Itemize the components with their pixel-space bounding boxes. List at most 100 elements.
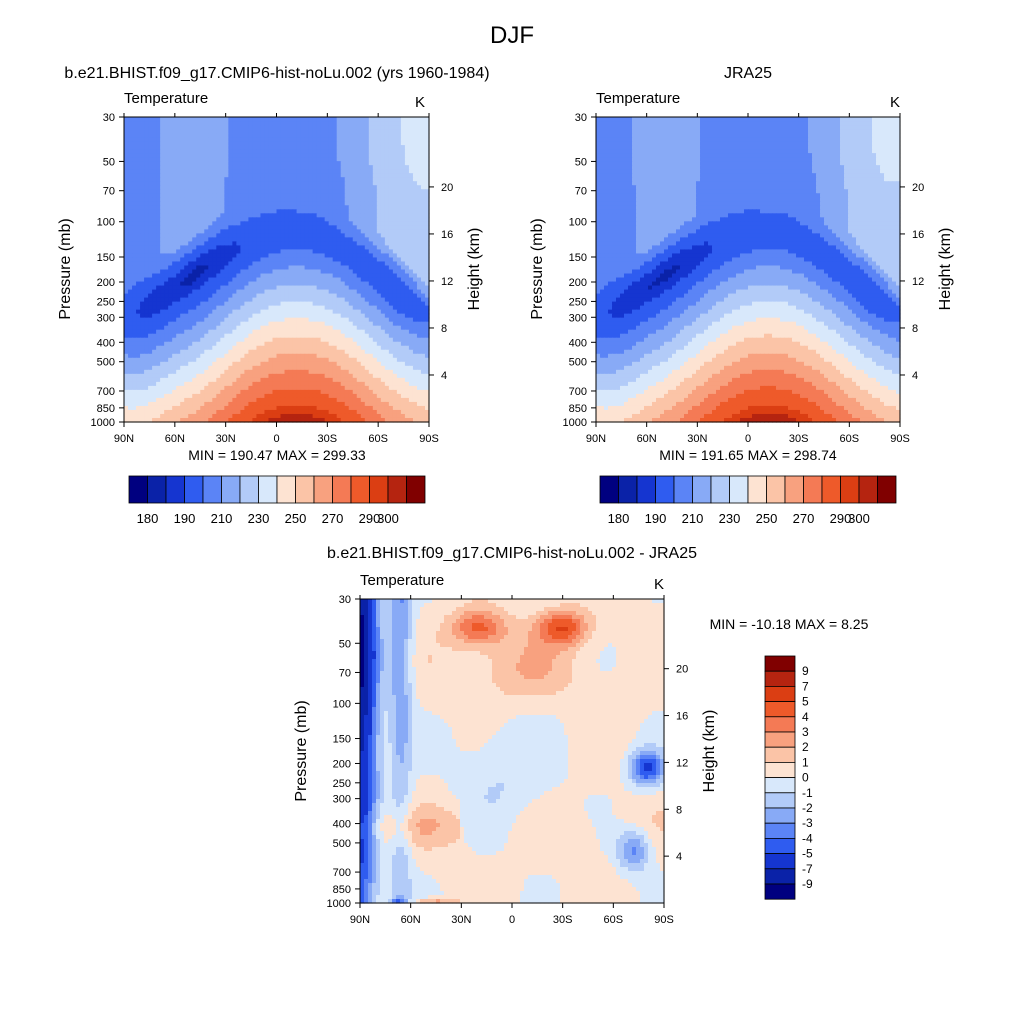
panel-model-cell [132, 157, 137, 162]
panel-model-cell [164, 133, 169, 138]
panel-model-cell [248, 205, 254, 210]
panel-model-cell [400, 241, 406, 247]
panel-model-cell [136, 237, 141, 242]
panel-model-cell [144, 201, 149, 206]
panel-model-cell [200, 309, 205, 315]
panel-model-cell [272, 369, 278, 375]
panel-model-cell [324, 273, 330, 279]
panel-model-cell [140, 133, 145, 138]
panel-model-cell [220, 353, 225, 359]
panel-model-cell [160, 245, 165, 251]
panel-model-cell [168, 225, 173, 230]
panel-model-cell [288, 213, 294, 218]
panel-model-cell [256, 317, 262, 323]
panel-model-cell [204, 377, 209, 383]
panel-model-cell [260, 365, 266, 371]
panel-model-cell [264, 245, 270, 251]
panel-model-cell [312, 153, 318, 158]
panel-model-cell [316, 149, 322, 154]
panel-model-cell [232, 225, 237, 230]
panel-model-cell [260, 329, 266, 335]
panel-model-cell [240, 289, 245, 295]
panel-model-cell [272, 341, 278, 347]
panel-model-cell [368, 265, 374, 271]
panel-model-cell [332, 217, 338, 222]
panel-model-cell [192, 253, 197, 259]
panel-model-cell [348, 301, 354, 307]
panel-model-cell [392, 149, 398, 154]
panel-model-cell [308, 121, 314, 126]
panel-model-cell [168, 373, 173, 379]
panel-model-cell [188, 213, 193, 218]
panel-model-cell [212, 221, 217, 226]
panel-model-cell [324, 293, 330, 299]
panel-model-cell [340, 341, 346, 347]
panel-model-cell [160, 177, 165, 182]
panel-model-cell [412, 245, 418, 251]
panel-model-cell [220, 269, 225, 275]
panel-model-cell [276, 349, 282, 355]
panel-model-cell [368, 117, 374, 122]
panel-model-cell [324, 357, 330, 363]
panel-model-cell [132, 197, 137, 202]
panel-model-cell [272, 317, 278, 323]
panel-model-cell [248, 281, 254, 287]
panel-model-cell [400, 197, 406, 202]
panel-model-cell [180, 237, 185, 242]
panel-model-cell [308, 201, 314, 206]
panel-model-cell [196, 241, 201, 247]
panel-model-cell [152, 201, 157, 206]
panel-model-cell [336, 249, 342, 255]
panel-model-cell [176, 189, 181, 194]
panel-model-cell [140, 193, 145, 198]
panel-model-cell [400, 245, 406, 251]
panel-model-cell [236, 269, 241, 275]
panel-model-cell [156, 145, 161, 150]
panel-model-cell [320, 125, 326, 130]
panel-model-cell [256, 117, 262, 122]
panel-model-cell [276, 237, 282, 242]
panel-model-cell [240, 305, 245, 311]
panel-model-cell [376, 285, 382, 291]
panel-model-cell [280, 285, 286, 291]
panel-model-cell [276, 121, 282, 126]
panel-model-cell [408, 337, 414, 343]
panel-model-cell [420, 337, 426, 343]
panel-model-cell [316, 229, 322, 234]
panel-model-cell [288, 257, 294, 263]
panel-model-cell [168, 121, 173, 126]
panel-model-cell [132, 337, 137, 343]
panel-model-cell [352, 157, 358, 162]
panel-model-cell [360, 137, 366, 142]
panel-model-cell [344, 225, 350, 230]
panel-model-cell [252, 357, 258, 363]
panel-model-cell [296, 149, 302, 154]
panel-model-cell [152, 365, 157, 371]
panel-model-cell [152, 173, 157, 178]
panel-model-cell [264, 337, 270, 343]
panel-model-cell [208, 313, 213, 319]
panel-model-cell [300, 277, 306, 283]
panel-model-cell [192, 145, 197, 150]
panel-model-cell [276, 369, 282, 375]
panel-model-cell [424, 257, 430, 263]
panel-model-cell [228, 245, 233, 251]
panel-model-cell [400, 257, 406, 263]
panel-model-cell [332, 221, 338, 226]
panel-model-cell [400, 309, 406, 315]
panel-model-cell [268, 357, 274, 363]
panel-model-cell [336, 137, 342, 142]
panel-model-cell [304, 161, 310, 166]
panel-model-cell [284, 309, 290, 315]
panel-model-cell [216, 161, 221, 166]
panel-model-cell [244, 241, 249, 247]
panel-model-cell [316, 313, 322, 319]
panel-model-cell [156, 189, 161, 194]
panel-model-cell [168, 317, 173, 323]
panel-model-cell [280, 161, 286, 166]
panel-model-cell [240, 333, 245, 339]
panel-model-cell [136, 221, 141, 226]
panel-model-cell [388, 249, 394, 255]
panel-model-cell [184, 157, 189, 162]
panel-model-cell [320, 341, 326, 347]
